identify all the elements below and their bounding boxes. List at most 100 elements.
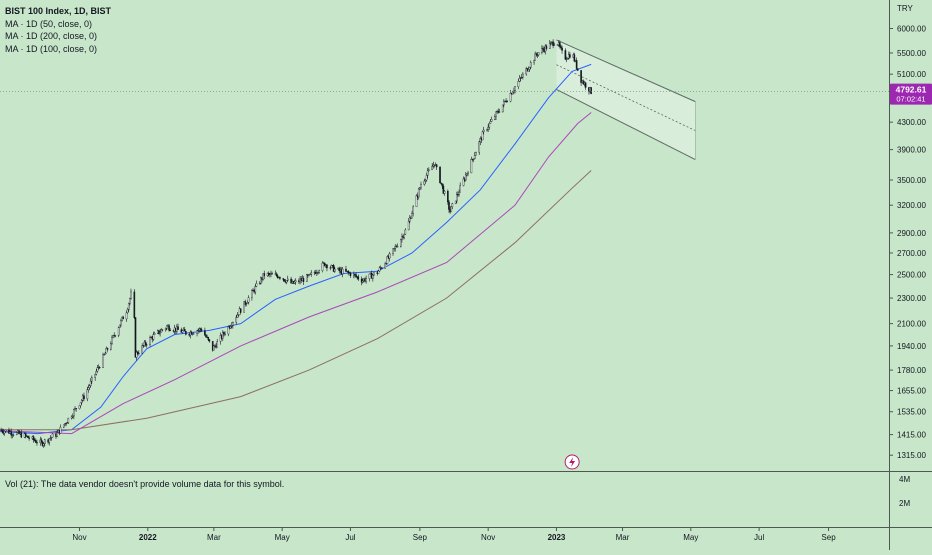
candle-body <box>106 347 109 350</box>
candle-body <box>244 301 247 305</box>
candle <box>552 39 554 49</box>
candle <box>51 433 54 438</box>
candle <box>559 40 561 49</box>
candle <box>119 324 121 328</box>
channel-fill <box>556 39 696 160</box>
candle <box>564 48 567 61</box>
lightning-icon[interactable] <box>564 454 580 470</box>
y-tick-label: 2100.00 <box>897 320 926 329</box>
candle-body <box>323 262 326 267</box>
candle-body <box>473 155 476 160</box>
candle <box>575 57 578 70</box>
candle <box>199 327 202 333</box>
candle <box>70 415 73 420</box>
candle <box>122 315 124 320</box>
legend-ma200[interactable]: MA · 1D (200, close, 0) <box>5 31 98 41</box>
candle <box>42 442 45 448</box>
candle-body <box>33 439 36 441</box>
candle-body <box>550 42 552 44</box>
candle-body <box>424 179 427 182</box>
candle-body <box>133 291 136 318</box>
candle <box>36 439 38 446</box>
candle <box>411 210 413 219</box>
candle <box>305 273 308 282</box>
candle-body <box>105 347 108 354</box>
candle <box>196 329 198 337</box>
candle <box>560 44 562 50</box>
candle-body <box>417 188 420 198</box>
candle-body <box>40 439 43 442</box>
candle <box>282 278 285 282</box>
candle <box>341 266 344 278</box>
candle <box>3 430 6 436</box>
candle-body <box>534 53 536 61</box>
candle-body <box>49 437 52 440</box>
candle <box>302 276 305 285</box>
candle-body <box>42 443 45 446</box>
legend-ma100[interactable]: MA · 1D (100, close, 0) <box>5 43 98 54</box>
candle-body <box>63 424 65 428</box>
candle <box>423 178 426 186</box>
candle <box>440 182 442 185</box>
candle <box>239 308 242 314</box>
candle-body <box>310 272 313 275</box>
candle-body <box>407 221 410 231</box>
x-tick-label: Jul <box>345 533 355 542</box>
candle <box>408 215 411 224</box>
candle-body <box>440 182 442 184</box>
candle <box>490 116 493 122</box>
candle-body <box>199 328 202 330</box>
candle <box>542 45 544 53</box>
candle-body <box>511 91 514 95</box>
candle <box>317 271 319 275</box>
candle <box>152 331 155 341</box>
candle-body <box>88 385 91 388</box>
candle-body <box>560 46 562 49</box>
candle <box>393 248 395 252</box>
y-tick-label: 5100.00 <box>897 70 926 79</box>
candle-body <box>20 432 23 438</box>
candle <box>24 432 27 439</box>
candle <box>230 322 233 329</box>
candle-body <box>347 270 350 273</box>
candle-body <box>224 333 226 335</box>
candle <box>10 428 12 439</box>
candle-body <box>528 67 531 70</box>
candle <box>561 45 563 54</box>
candle-body <box>130 291 132 299</box>
candle-body <box>152 334 155 340</box>
x-tick-label: Jul <box>754 533 764 542</box>
candle <box>420 181 422 190</box>
candle <box>12 433 15 437</box>
candle-body <box>103 354 105 356</box>
candle <box>308 273 310 277</box>
candle <box>40 437 43 444</box>
candle <box>467 170 469 177</box>
candle-body <box>282 278 285 280</box>
candle-body <box>205 335 207 338</box>
last-price-tag-bg <box>890 83 932 105</box>
candle-body <box>388 253 391 259</box>
candle-body <box>450 206 453 213</box>
candle <box>511 90 514 95</box>
candle <box>488 122 491 130</box>
candle <box>464 171 467 182</box>
candle-body <box>149 337 151 345</box>
candle-body <box>522 73 524 78</box>
candle <box>91 375 93 384</box>
candle-body <box>519 77 522 79</box>
candle-body <box>117 327 120 336</box>
candle-body <box>566 58 569 60</box>
candle <box>96 365 99 373</box>
candle-body <box>213 345 215 351</box>
legend-symbol-title[interactable]: BIST 100 Index, 1D, BIST <box>5 6 112 16</box>
candle-body <box>166 325 168 329</box>
candle-body <box>341 268 344 275</box>
candle <box>412 205 414 217</box>
candle <box>63 424 65 429</box>
legend-ma50[interactable]: MA · 1D (50, close, 0) <box>5 18 93 29</box>
candle <box>528 66 531 73</box>
candle-body <box>466 173 468 176</box>
